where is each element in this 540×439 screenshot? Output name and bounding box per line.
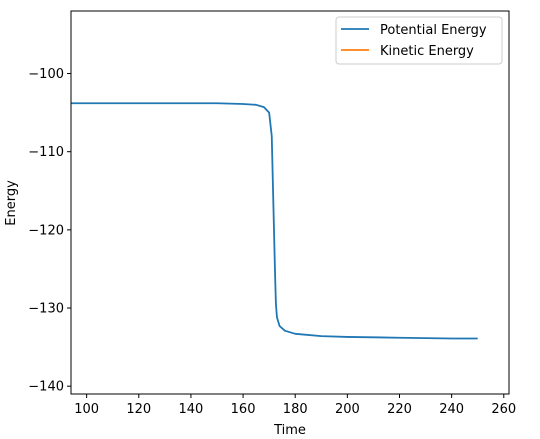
plot-area — [71, 102, 478, 340]
y-tick-label: −110 — [28, 145, 64, 160]
y-tick-label: −130 — [28, 302, 64, 317]
y-tick-label: −100 — [28, 67, 64, 82]
x-tick-label: 140 — [179, 402, 204, 417]
legend-label-potential-energy: Potential Energy — [380, 23, 487, 38]
plot-frame — [70, 10, 510, 395]
x-tick-label: 220 — [387, 402, 412, 417]
y-axis-ticks: −100 −110 −120 −130 −140 — [28, 67, 71, 395]
series-line-potential-energy — [71, 102, 478, 340]
legend: Potential Energy Kinetic Energy — [335, 16, 503, 65]
x-tick-label: 180 — [283, 402, 308, 417]
x-tick-label: 260 — [491, 402, 516, 417]
x-axis-label: Time — [273, 423, 306, 438]
legend-label-kinetic-energy: Kinetic Energy — [380, 44, 474, 59]
y-tick-label: −120 — [28, 223, 64, 238]
y-axis-label: Energy — [4, 180, 19, 226]
x-tick-label: 200 — [335, 402, 360, 417]
y-tick-label: −140 — [28, 380, 64, 395]
x-tick-label: 100 — [74, 402, 99, 417]
x-tick-label: 120 — [126, 402, 151, 417]
x-axis-ticks: 100 120 140 160 180 200 220 240 260 — [74, 394, 516, 417]
x-tick-label: 160 — [231, 402, 256, 417]
x-tick-label: 240 — [439, 402, 464, 417]
legend-box — [335, 16, 503, 65]
